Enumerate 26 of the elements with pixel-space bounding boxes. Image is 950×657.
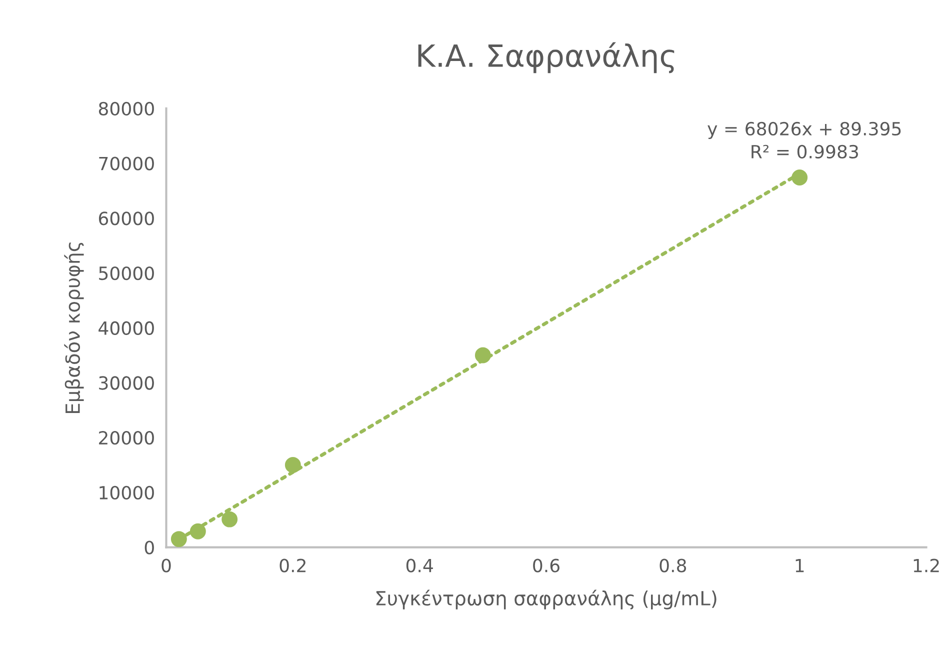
y-tick-label: 50000	[99, 266, 154, 280]
x-tick-label: 0	[162, 558, 171, 572]
y-tick-label: 0	[144, 540, 154, 554]
y-tick-label: 60000	[98, 212, 154, 226]
point	[474, 347, 491, 364]
x-tick-label: 0.8	[660, 558, 686, 572]
x-tick-label: 0.2	[280, 558, 306, 572]
x-tick-label: 1.2	[914, 558, 939, 572]
point	[190, 523, 206, 540]
x-tick-label: 0.4	[406, 558, 433, 572]
y-tick-label: 10000	[100, 486, 154, 500]
x-tick-label: 0.6	[533, 558, 560, 572]
x-tick-label: 1	[796, 558, 804, 572]
y-tick-label: 20000	[99, 431, 154, 445]
point	[222, 511, 238, 528]
point	[792, 170, 808, 186]
y-tick-label: 40000	[98, 321, 154, 335]
y-tick-label: 80000	[98, 102, 154, 116]
point	[284, 457, 301, 473]
x-axis-title: Συγκέντρωση σαφρανάλης (μg/mL)	[376, 590, 716, 610]
annotation: y = 68026x + 89.395 R² = 0.9983	[708, 122, 901, 159]
chart-title: Κ.Α. Σαφρανάλης	[418, 42, 674, 74]
point	[170, 531, 187, 548]
y-tick-label: 30000	[99, 376, 154, 390]
y-axis-title: Εμβαδόν κορυφής	[64, 242, 84, 414]
y-tick-label: 70000	[99, 156, 154, 170]
